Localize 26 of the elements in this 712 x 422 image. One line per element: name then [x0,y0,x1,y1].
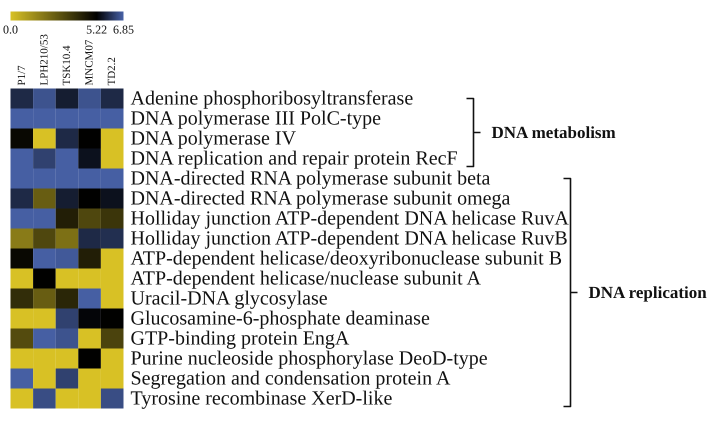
color-bar-label: 0.0 [3,22,18,36]
y-tick-label: Segregation and condensation protein A [130,368,451,390]
x-tick-label: TD2.2 [106,57,118,86]
y-tick-label: DNA polymerase IV [130,128,297,150]
y-tick-label: DNA replication and repair protein RecF [130,148,458,170]
y-tick-label: GTP-binding protein EngA [130,328,350,350]
y-tick-label: Uracil-DNA glycosylase [130,288,328,310]
color-bar-label: 6.85 [113,22,134,36]
text: DNA replication [588,283,708,302]
y-tick-label: Holliday junction ATP-dependent DNA helicase RuvA [130,208,570,230]
y-tick-label: Tyrosine recombinase XerD-like [130,388,392,410]
color-bar-label: 5.22 [86,22,108,36]
x-tick-label: LPH210/53 [38,34,50,86]
y-tick-label: Adenine phosphoribosyltransferase [130,88,414,110]
text: DNA metabolism [492,123,616,142]
y-tick-label: DNA-directed RNA polymerase subunit omega [130,188,511,210]
y-tick-label: ATP-dependent helicase/deoxyribonuclease subunit B [130,248,562,270]
y-tick-label: DNA-directed RNA polymerase subunit beta [130,168,491,190]
y-tick-label: DNA polymerase III PolC-type [130,108,382,130]
y-tick-label: Holliday junction ATP-dependent DNA helicase RuvB [130,228,568,250]
x-tick-label: P1/7 [16,64,28,86]
y-tick-label: ATP-dependent helicase/nuclease subunit A [130,268,482,290]
x-tick-label: MNCM07 [84,39,96,86]
y-tick-label: Glucosamine-6-phosphate deaminase [130,308,430,330]
y-tick-label: Purine nucleoside phosphorylase DeoD-type [130,348,488,370]
x-tick-label: TSK10.4 [61,44,73,86]
